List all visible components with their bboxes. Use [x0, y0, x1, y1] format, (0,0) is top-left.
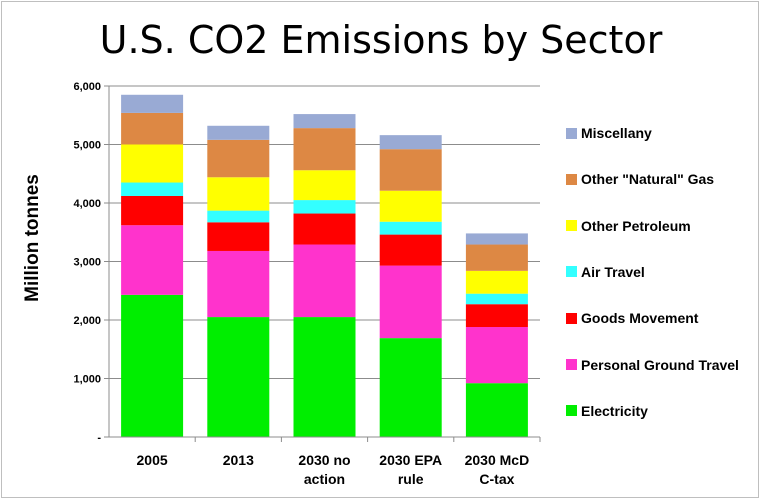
bar-segment — [121, 94, 184, 113]
legend-item: Air Travel — [566, 263, 645, 281]
y-tick-label: 5,000 — [73, 140, 101, 152]
bar-segment — [379, 234, 442, 266]
y-tick-label: 6,000 — [73, 81, 101, 93]
legend-label: Air Travel — [581, 263, 645, 280]
bar-segment — [379, 149, 442, 191]
x-tick-label: rule — [398, 471, 424, 487]
legend-swatch — [566, 127, 577, 139]
legend-item: Personal Ground Travel — [566, 356, 739, 374]
bar-segment — [121, 182, 184, 196]
bar-segment — [293, 128, 356, 171]
bar-segment — [465, 304, 528, 328]
y-tick-label: - — [97, 432, 101, 444]
y-tick-label: 2,000 — [73, 315, 101, 327]
x-tick-label: 2005 — [137, 452, 168, 468]
legend-item: Electricity — [566, 402, 648, 420]
legend-item: Other Petroleum — [566, 217, 691, 235]
bar-segment — [207, 210, 270, 223]
x-tick-label: 2030 McD — [465, 452, 530, 468]
bar-segment — [207, 250, 270, 318]
bar-segment — [121, 294, 184, 437]
x-tick-label: action — [304, 471, 345, 487]
legend-swatch — [566, 220, 577, 232]
bar-segment — [121, 225, 184, 295]
bar-segment — [293, 200, 356, 214]
x-tick-label: C-tax — [479, 471, 514, 487]
bar-segment — [293, 213, 356, 245]
bar-segment — [293, 317, 356, 437]
bar-segment — [207, 177, 270, 211]
bar-segment — [121, 144, 184, 183]
legend-label: Other "Natural" Gas — [581, 171, 715, 188]
legend-label: Personal Ground Travel — [581, 356, 739, 373]
bar-segment — [293, 114, 356, 129]
x-tick-label: 2013 — [223, 452, 254, 468]
bar-segment — [465, 233, 528, 245]
legend-swatch — [566, 405, 577, 417]
y-tick-label: 1,000 — [73, 374, 101, 386]
legend-label: Miscellany — [581, 125, 652, 141]
legend-label: Electricity — [581, 402, 648, 419]
chart-title: U.S. CO2 Emissions by Sector — [99, 18, 663, 62]
legend-swatch — [566, 266, 577, 278]
legend-item: Goods Movement — [566, 309, 698, 327]
bar-segment — [207, 222, 270, 251]
legend-item: Other "Natural" Gas — [566, 170, 714, 188]
bar-segment — [465, 293, 528, 305]
bar-segment — [379, 265, 442, 339]
bar-segment — [207, 317, 270, 437]
bar-segment — [121, 195, 184, 226]
bar-segment — [465, 244, 528, 271]
bar-segment — [465, 383, 528, 437]
bar-segment — [293, 170, 356, 201]
bar-segment — [293, 244, 356, 318]
bar-segment — [121, 112, 184, 145]
y-tick-labels: - 1,000 2,000 3,000 4,000 5,000 6,000 — [73, 81, 101, 444]
bar-segment — [465, 327, 528, 384]
axes — [108, 86, 540, 438]
legend-swatch — [566, 312, 577, 324]
x-tick-label: 2030 no — [298, 452, 350, 468]
bar-segment — [207, 139, 270, 178]
legend-swatch — [566, 359, 577, 370]
y-tick-label: 3,000 — [73, 257, 101, 269]
bars — [121, 94, 528, 437]
x-tick-labels: 2005 2013 2030 no action 2030 EPA rule 2030 Mc… — [137, 452, 530, 487]
bar-segment — [379, 135, 442, 150]
y-tick-label: 4,000 — [73, 198, 101, 210]
bar-segment — [207, 125, 270, 140]
bar-segment — [379, 221, 442, 235]
legend-swatch — [566, 173, 577, 185]
bar-segment — [465, 270, 528, 294]
legend-item: Miscellany — [566, 124, 652, 142]
bar-segment — [379, 338, 442, 437]
legend-label: Goods Movement — [581, 310, 699, 327]
legend-label: Other Petroleum — [581, 217, 691, 234]
bar-segment — [379, 190, 442, 222]
x-tick-label: 2030 EPA — [379, 452, 442, 468]
